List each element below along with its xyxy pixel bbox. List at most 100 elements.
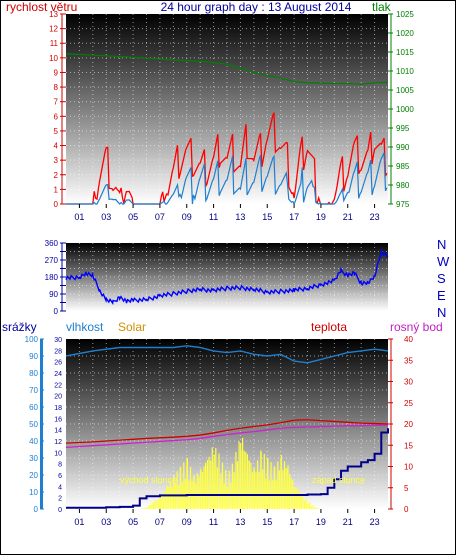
solar-bar — [274, 466, 276, 509]
solar-bar — [215, 448, 217, 509]
precip-axis-tick: 12 — [54, 439, 62, 446]
pressure-axis-tick: 1025 — [396, 10, 414, 19]
solar-bar — [227, 488, 229, 509]
precip-axis-tick: 30 — [54, 337, 62, 344]
humidity-axis-tick: 80 — [29, 369, 38, 378]
solar-bar — [206, 460, 209, 509]
solar-bar — [255, 472, 257, 509]
x-tick-panel3: 01 — [74, 517, 84, 527]
solar-bar — [302, 494, 304, 509]
temperature-series — [65, 419, 389, 444]
temperature-axis-tick: 15 — [404, 441, 413, 450]
wind-axis-tick: 5 — [54, 127, 59, 136]
compass-label: S — [437, 271, 446, 286]
x-tick-panel1: 07 — [155, 212, 165, 222]
pressure-axis-tick: 980 — [396, 181, 410, 190]
direction-axis-tick: 360 — [45, 239, 59, 248]
solar-bar — [283, 461, 286, 509]
temperature-axis-tick: 5 — [404, 484, 409, 493]
pressure-axis-tick: 975 — [396, 200, 410, 209]
humidity-axis-tick: 10 — [29, 488, 38, 497]
wind-axis-tick: 0 — [54, 200, 59, 209]
x-tick-panel3: 17 — [289, 517, 299, 527]
precip-axis-tick: 16 — [54, 416, 62, 423]
x-tick-panel1: 21 — [343, 212, 353, 222]
precip-axis-tick: 22 — [54, 382, 62, 389]
solar-bar — [309, 502, 311, 509]
solar-bar — [193, 475, 195, 509]
solar-bar — [262, 469, 264, 509]
solar-bar — [314, 507, 316, 509]
solar-bar — [251, 472, 254, 509]
wind-direction-series — [65, 248, 389, 305]
precip-axis-tick: 20 — [54, 394, 62, 401]
humidity-axis-tick: 100 — [25, 335, 39, 344]
solar-bar — [211, 447, 213, 509]
solar-bar — [277, 461, 279, 509]
x-tick-panel3: 23 — [370, 517, 380, 527]
solar-bar — [148, 505, 150, 509]
wind-gust-series — [66, 112, 388, 205]
solar-bar — [161, 495, 163, 509]
solar-bar — [146, 507, 148, 509]
x-tick-panel1: 19 — [316, 212, 326, 222]
humidity-axis-tick: 40 — [29, 437, 38, 446]
humidity-axis-tick: 70 — [29, 386, 38, 395]
solar-bar — [173, 476, 175, 509]
x-tick-panel3: 03 — [101, 517, 111, 527]
solar-bar — [295, 487, 297, 509]
direction-axis-tick: 90 — [49, 290, 58, 299]
wind-axis-tick: 12 — [49, 25, 58, 34]
solar-bar — [300, 495, 302, 509]
precip-axis-tick: 8 — [58, 462, 62, 469]
humidity-axis-tick: 20 — [29, 471, 38, 480]
humidity-series — [65, 345, 389, 364]
solar-bar — [213, 454, 215, 509]
wind-axis-tick: 13 — [49, 10, 58, 19]
solar-bar — [176, 471, 178, 509]
x-tick-panel1: 03 — [101, 212, 111, 222]
x-tick-panel1: 15 — [262, 212, 272, 222]
rain-series — [66, 428, 389, 509]
humidity-axis-bar — [40, 339, 43, 509]
solar-bar — [223, 483, 225, 509]
solar-bar — [183, 462, 185, 509]
x-tick-panel3: 09 — [182, 517, 192, 527]
wind-axis-tick: 11 — [50, 39, 59, 48]
solar-bar — [247, 460, 249, 509]
solar-bar — [298, 490, 301, 509]
pressure-axis-tick: 985 — [396, 162, 410, 171]
solar-bar — [307, 503, 309, 509]
solar-bar — [228, 471, 230, 509]
solar-bar — [317, 508, 319, 509]
chart-title: 24 hour graph day : 13 August 2014 — [161, 0, 352, 14]
solar-bar — [245, 452, 247, 509]
solar-bar — [294, 486, 296, 509]
solar-bar — [310, 505, 312, 509]
compass-label: N — [437, 305, 446, 320]
precip-label: srážky — [2, 320, 37, 334]
temperature-axis-tick: 35 — [404, 356, 413, 365]
humidity-axis-tick: 30 — [29, 454, 38, 463]
solar-bar — [248, 460, 250, 509]
solar-bar — [195, 483, 197, 509]
panel1-grid — [66, 14, 388, 204]
solar-bar — [289, 474, 291, 509]
solar-bar — [290, 477, 292, 509]
solar-bar — [319, 508, 321, 509]
solar-bar — [158, 498, 160, 509]
solar-bar — [203, 466, 205, 509]
solar-bar — [267, 458, 269, 509]
pressure-axis-tick: 995 — [396, 124, 410, 133]
pressure-axis-tick: 1020 — [396, 29, 414, 38]
temperature-axis-tick: 0 — [404, 505, 409, 514]
pressure-label: tlak — [372, 0, 392, 14]
wind-pressure-plot-area — [66, 14, 388, 204]
solar-bar — [166, 486, 168, 509]
direction-axis-tick: 0 — [54, 307, 59, 316]
precip-axis-tick: 26 — [54, 360, 62, 367]
pressure-axis-tick: 990 — [396, 143, 410, 152]
sunset-annotation: západ slunce — [312, 475, 365, 485]
solar-bar — [258, 471, 260, 509]
solar-bar — [312, 505, 314, 509]
